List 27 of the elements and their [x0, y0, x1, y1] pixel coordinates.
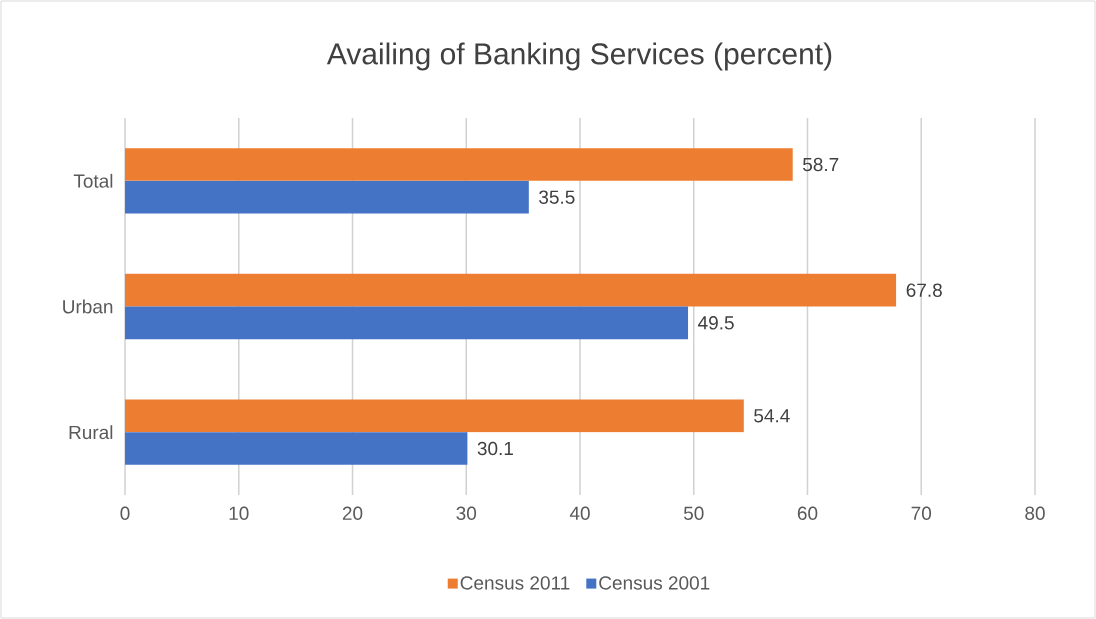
x-tick-label: 40 — [569, 506, 590, 520]
data-label: 54.4 — [754, 409, 790, 423]
bar — [125, 180, 529, 214]
bar — [125, 432, 468, 465]
legend-label: Census 2001 — [599, 576, 710, 590]
y-tick-label: Urban — [63, 299, 113, 314]
y-tick-label: Total — [73, 173, 113, 188]
x-tick-label: 70 — [911, 506, 932, 520]
y-tick-label: Rural — [69, 425, 113, 440]
data-label: 67.8 — [906, 283, 942, 297]
x-tick-label: 80 — [1025, 506, 1045, 520]
data-label: 35.5 — [539, 190, 575, 204]
bar — [125, 273, 897, 307]
data-label: 30.1 — [477, 441, 513, 456]
bar — [125, 148, 793, 181]
chart-title: Availing of Banking Services (percent) — [326, 42, 832, 71]
legend-label: Census 2011 — [460, 576, 570, 590]
x-tick-label: 10 — [229, 506, 249, 520]
bar — [125, 399, 744, 433]
x-tick-label: 0 — [120, 506, 130, 520]
x-tick-label: 60 — [797, 506, 818, 520]
bar — [125, 306, 689, 340]
data-label: 49.5 — [698, 316, 734, 330]
x-tick-label: 50 — [683, 506, 704, 520]
data-label: 58.7 — [803, 157, 839, 172]
x-tick-label: 30 — [456, 506, 477, 520]
x-tick-label: 20 — [342, 506, 363, 520]
